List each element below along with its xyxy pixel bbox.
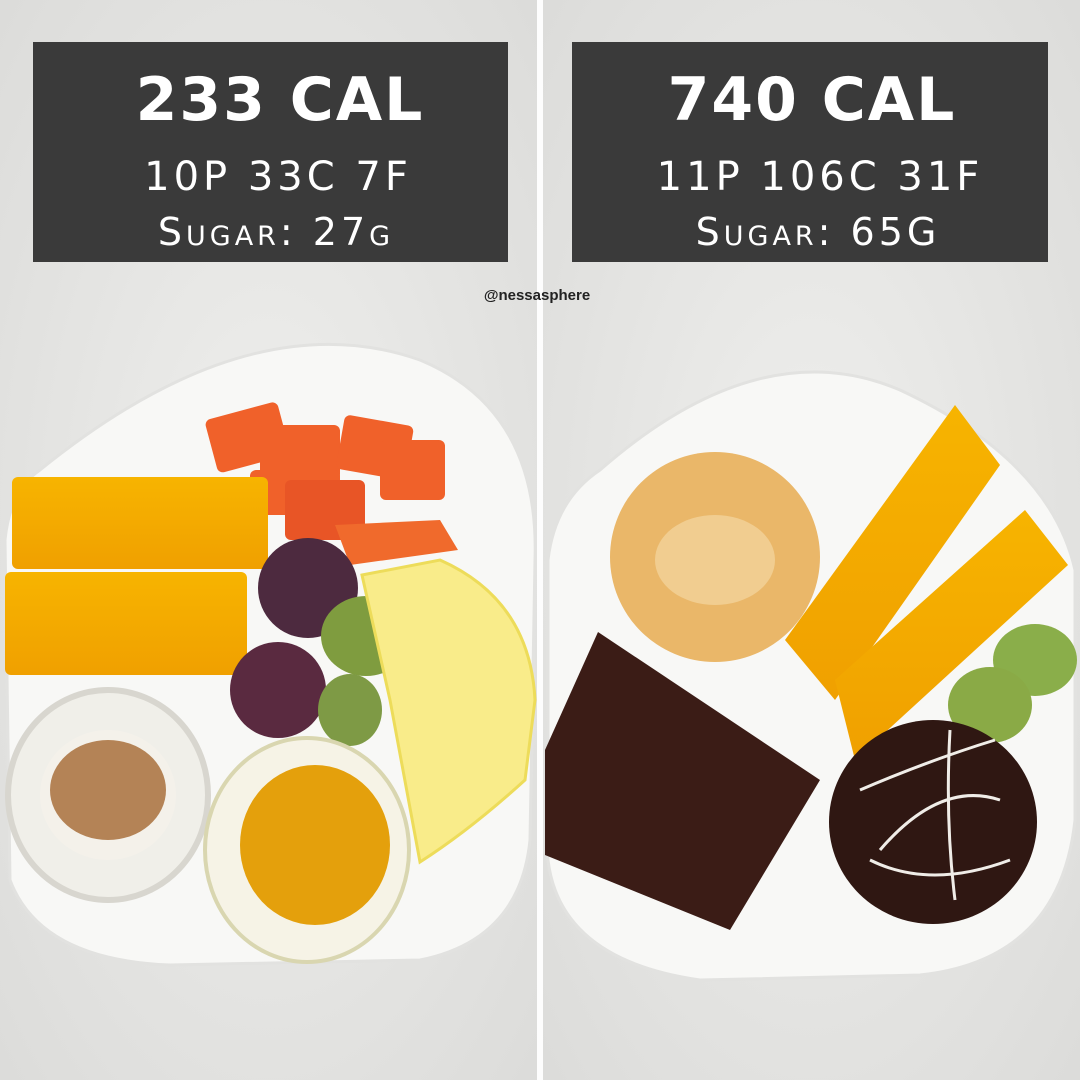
passion-fruit-pulp <box>240 765 390 925</box>
chocolate-cake <box>545 632 820 930</box>
label-box <box>572 42 1048 262</box>
macros: 11P 106C 31F <box>657 154 984 200</box>
macros: 10P 33C 7F <box>144 154 412 200</box>
watermark: @nessasphere <box>484 287 590 304</box>
mango <box>835 510 1068 760</box>
walnuts <box>50 740 166 840</box>
calories: 740 CAL <box>668 65 957 135</box>
muffin-top <box>655 515 775 605</box>
mango <box>5 572 247 675</box>
grape <box>318 674 382 746</box>
sugar: Sugar: 65G <box>696 210 941 254</box>
sugar: Sugar: 27g <box>158 210 394 254</box>
calories: 233 CAL <box>136 65 425 135</box>
label-box <box>33 42 508 262</box>
mango <box>12 477 268 569</box>
divider <box>537 0 543 1080</box>
papaya <box>205 402 458 565</box>
grape <box>948 667 1032 743</box>
pineapple <box>360 558 537 865</box>
mango <box>785 405 1000 700</box>
chocolate-donut <box>829 720 1037 924</box>
grape <box>230 642 326 738</box>
icing <box>859 729 1011 901</box>
